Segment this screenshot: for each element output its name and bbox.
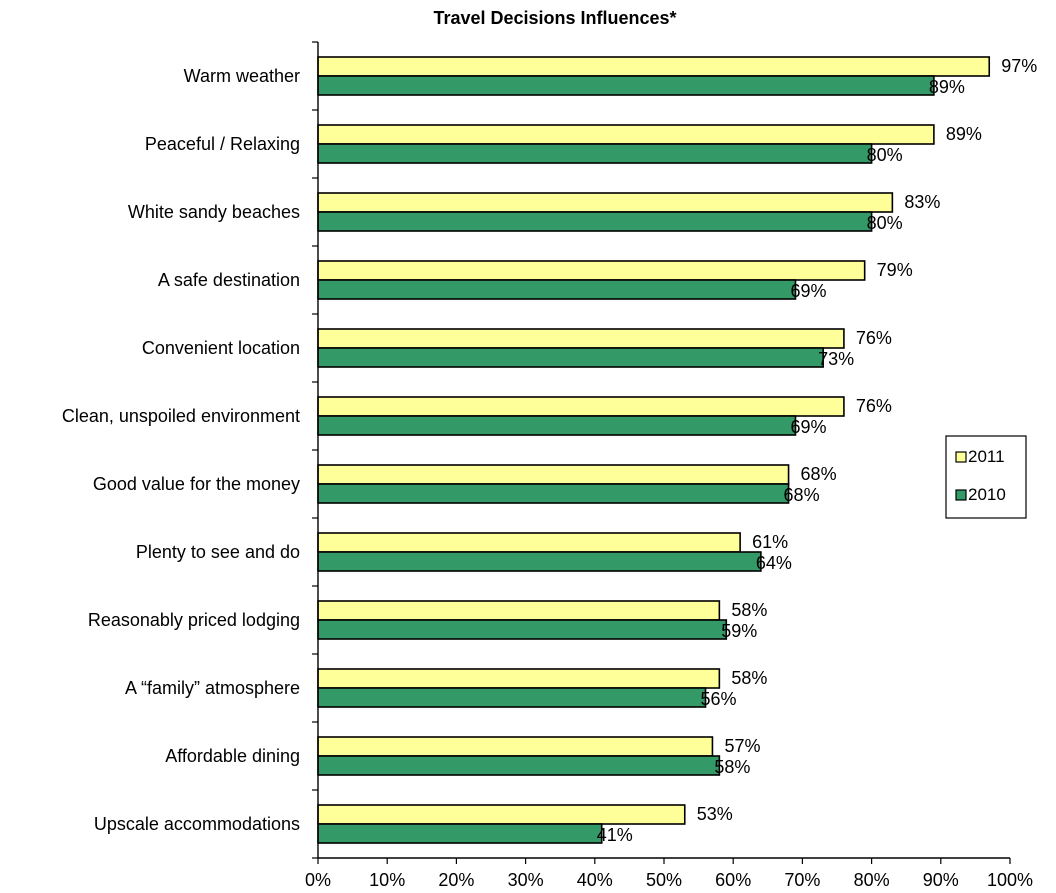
bar-2010 <box>317 143 873 164</box>
data-label-2010: 69% <box>790 281 826 301</box>
data-label-2011: 76% <box>856 328 892 348</box>
category-label: Good value for the money <box>93 474 300 494</box>
data-label-2011: 97% <box>1001 56 1037 76</box>
data-label-2010: 58% <box>714 757 750 777</box>
bar-2010 <box>317 211 873 232</box>
legend: 2011 2010 <box>945 435 1027 519</box>
bar-2011 <box>317 328 845 349</box>
bar-2010 <box>317 551 762 572</box>
data-label-2011: 79% <box>877 260 913 280</box>
bar-2010 <box>317 415 797 436</box>
bar-2011 <box>317 260 866 281</box>
bar-2010 <box>317 279 797 300</box>
category-label: Warm weather <box>184 66 300 86</box>
category-label: A safe destination <box>158 270 300 290</box>
category-label: Upscale accommodations <box>94 814 300 834</box>
data-label-2010: 89% <box>929 77 965 97</box>
bar-2010 <box>317 347 824 368</box>
data-label-2010: 64% <box>756 553 792 573</box>
data-label-2011: 61% <box>752 532 788 552</box>
bar-2010 <box>317 75 935 96</box>
bar-2011 <box>317 396 845 417</box>
data-label-2011: 83% <box>904 192 940 212</box>
bar-2011 <box>317 56 991 77</box>
bar-2011 <box>317 804 686 825</box>
legend-label-2010: 2010 <box>968 485 1006 504</box>
category-label: Affordable dining <box>165 746 300 766</box>
bar-2010 <box>317 755 721 776</box>
bar-2010 <box>317 823 603 844</box>
legend-box <box>945 435 1027 519</box>
data-label-2010: 41% <box>597 825 633 845</box>
x-tick-label: 80% <box>854 870 890 890</box>
x-tick-label: 100% <box>987 870 1033 890</box>
data-label-2011: 57% <box>724 736 760 756</box>
data-label-2010: 73% <box>818 349 854 369</box>
x-tick-label: 60% <box>715 870 751 890</box>
legend-swatch-2010 <box>955 489 967 501</box>
data-label-2011: 58% <box>731 668 767 688</box>
bar-2011 <box>317 192 894 213</box>
data-label-2011: 89% <box>946 124 982 144</box>
legend-label-2011: 2011 <box>968 447 1005 466</box>
legend-swatch-2011 <box>955 451 967 463</box>
x-tick-label: 0% <box>305 870 331 890</box>
bar-2010 <box>317 619 728 640</box>
x-tick-label: 40% <box>577 870 613 890</box>
bar-2011 <box>317 124 935 145</box>
bar-2010 <box>317 687 707 708</box>
category-label: Reasonably priced lodging <box>88 610 300 630</box>
x-tick-label: 70% <box>784 870 820 890</box>
x-tick-label: 90% <box>923 870 959 890</box>
chart-title: Travel Decisions Influences* <box>433 8 676 28</box>
x-tick-label: 30% <box>508 870 544 890</box>
category-label: A “family” atmosphere <box>125 678 300 698</box>
bar-2011 <box>317 600 721 621</box>
x-tick-label: 50% <box>646 870 682 890</box>
x-tick-label: 20% <box>438 870 474 890</box>
data-label-2011: 76% <box>856 396 892 416</box>
bar-2011 <box>317 532 741 553</box>
data-label-2010: 80% <box>867 213 903 233</box>
category-label: Clean, unspoiled environment <box>62 406 300 426</box>
data-label-2011: 53% <box>697 804 733 824</box>
bar-2011 <box>317 464 790 485</box>
data-label-2010: 80% <box>867 145 903 165</box>
data-label-2010: 56% <box>701 689 737 709</box>
data-label-2010: 59% <box>721 621 757 641</box>
category-label: Convenient location <box>142 338 300 358</box>
data-label-2011: 68% <box>801 464 837 484</box>
bar-2011 <box>317 736 714 757</box>
data-label-2010: 68% <box>784 485 820 505</box>
data-label-2011: 58% <box>731 600 767 620</box>
category-label: Plenty to see and do <box>136 542 300 562</box>
category-label: White sandy beaches <box>128 202 300 222</box>
bar-2010 <box>317 483 790 504</box>
data-label-2010: 69% <box>790 417 826 437</box>
category-label: Peaceful / Relaxing <box>145 134 300 154</box>
bar-2011 <box>317 668 721 689</box>
plot-area: Warm weather 97% 89% Peaceful / Relaxing 89%… <box>62 41 1037 890</box>
x-tick-label: 10% <box>369 870 405 890</box>
